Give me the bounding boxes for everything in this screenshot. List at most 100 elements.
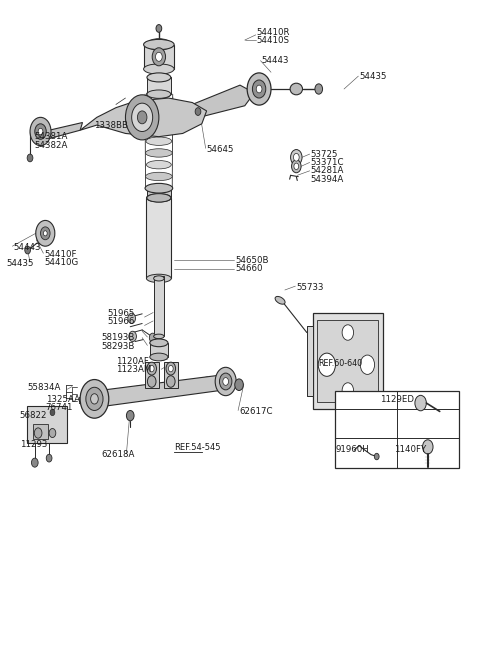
Text: 1123AM: 1123AM	[116, 366, 151, 375]
Ellipse shape	[144, 39, 174, 50]
Circle shape	[32, 458, 38, 467]
Circle shape	[128, 313, 135, 324]
Circle shape	[156, 25, 162, 32]
Circle shape	[166, 362, 176, 375]
Text: 54410S: 54410S	[257, 36, 290, 45]
Text: 1129ED: 1129ED	[380, 395, 414, 404]
Polygon shape	[80, 98, 206, 137]
Circle shape	[219, 373, 232, 390]
Circle shape	[132, 103, 153, 131]
Polygon shape	[192, 85, 254, 116]
Ellipse shape	[150, 353, 168, 361]
Ellipse shape	[275, 296, 285, 304]
Bar	[307, 326, 313, 396]
Circle shape	[38, 128, 43, 135]
Text: 91960H: 91960H	[335, 444, 369, 454]
Ellipse shape	[144, 64, 174, 74]
Ellipse shape	[146, 113, 172, 122]
Circle shape	[80, 380, 109, 418]
Bar	[317, 320, 378, 402]
Bar	[144, 45, 174, 69]
Text: 54645: 54645	[206, 145, 234, 154]
Text: 54410G: 54410G	[44, 258, 79, 267]
Circle shape	[86, 388, 103, 410]
Text: 54650B: 54650B	[235, 256, 269, 265]
Circle shape	[125, 95, 159, 140]
Circle shape	[91, 394, 98, 404]
Circle shape	[247, 73, 271, 105]
Circle shape	[40, 227, 50, 240]
Text: 53371C: 53371C	[311, 158, 344, 167]
Circle shape	[415, 395, 426, 411]
Ellipse shape	[146, 160, 171, 169]
Ellipse shape	[149, 43, 168, 50]
Text: 54410R: 54410R	[257, 28, 290, 37]
Polygon shape	[95, 375, 229, 407]
Text: REF.54-545: REF.54-545	[174, 443, 221, 452]
Ellipse shape	[147, 184, 171, 192]
Ellipse shape	[150, 339, 168, 347]
Ellipse shape	[148, 39, 169, 48]
Bar	[27, 406, 67, 443]
Ellipse shape	[146, 90, 171, 98]
Text: 58293B: 58293B	[102, 342, 135, 351]
Circle shape	[360, 355, 374, 375]
Text: 58193B: 58193B	[102, 333, 135, 342]
Ellipse shape	[146, 193, 171, 202]
Bar	[154, 276, 164, 336]
Circle shape	[294, 163, 299, 170]
Text: 51966: 51966	[108, 317, 135, 326]
Bar	[150, 343, 168, 357]
Ellipse shape	[154, 276, 164, 281]
Text: 1140FY: 1140FY	[394, 444, 426, 454]
Circle shape	[168, 366, 173, 372]
Text: 53725: 53725	[311, 149, 338, 159]
Circle shape	[36, 221, 55, 247]
Bar	[146, 198, 171, 278]
Circle shape	[147, 376, 156, 388]
Ellipse shape	[147, 90, 171, 98]
Circle shape	[30, 117, 51, 146]
Circle shape	[27, 154, 33, 162]
Polygon shape	[44, 122, 83, 140]
Ellipse shape	[147, 193, 171, 202]
Circle shape	[223, 378, 228, 386]
Ellipse shape	[145, 102, 173, 110]
Circle shape	[149, 366, 154, 372]
Text: 62617C: 62617C	[239, 407, 273, 416]
Bar	[147, 186, 171, 198]
Circle shape	[43, 231, 47, 236]
Circle shape	[49, 428, 56, 437]
Circle shape	[35, 124, 46, 139]
Ellipse shape	[146, 137, 172, 146]
Text: 54382A: 54382A	[35, 140, 68, 149]
Circle shape	[137, 111, 147, 124]
Circle shape	[156, 52, 162, 61]
Bar	[147, 78, 171, 94]
Text: 54660: 54660	[235, 264, 263, 273]
Circle shape	[256, 85, 262, 93]
Circle shape	[293, 153, 299, 161]
Bar	[144, 362, 159, 388]
Text: 54443: 54443	[262, 56, 289, 65]
Text: 54410F: 54410F	[44, 250, 77, 259]
Bar	[164, 362, 178, 388]
Ellipse shape	[145, 172, 172, 181]
Circle shape	[147, 362, 156, 375]
Text: 1338BB: 1338BB	[95, 120, 129, 129]
Circle shape	[50, 409, 55, 415]
Ellipse shape	[145, 183, 173, 193]
Bar	[312, 313, 383, 408]
Text: 54435: 54435	[6, 259, 34, 268]
Circle shape	[374, 454, 379, 460]
Text: 54435: 54435	[360, 72, 387, 81]
Circle shape	[291, 160, 301, 173]
Text: 1120AF: 1120AF	[116, 357, 149, 366]
Circle shape	[215, 367, 236, 396]
Circle shape	[195, 107, 201, 115]
Bar	[336, 391, 458, 468]
Text: 54443: 54443	[13, 243, 41, 252]
Ellipse shape	[154, 334, 164, 338]
Circle shape	[342, 325, 354, 340]
Ellipse shape	[146, 274, 171, 283]
